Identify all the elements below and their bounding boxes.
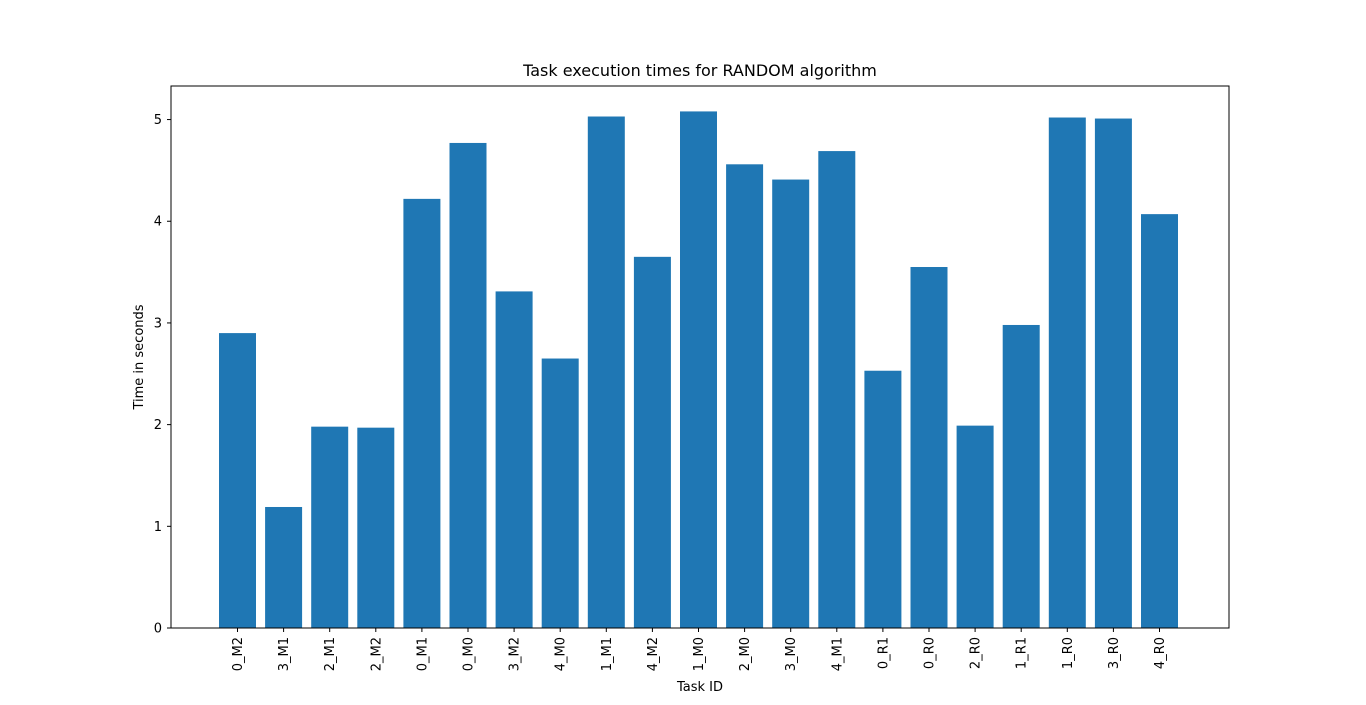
x-tick-label-1_R1: 1_R1 (1015, 637, 1030, 669)
x-tick-label-0_R0: 0_R0 (923, 637, 938, 669)
bar-0_R1 (864, 370, 902, 628)
x-tick-label-4_M2: 4_M2 (646, 637, 661, 671)
bar-1_M0 (680, 111, 717, 629)
x-tick-label-4_M0: 4_M0 (554, 637, 569, 671)
y-tick-label-5: 5 (154, 113, 162, 128)
x-tick-label-0_M2: 0_M2 (231, 637, 246, 671)
bar-3_M2 (495, 291, 533, 628)
x-axis: 0_M2 3_M1 2_M1 2_M2 0_M1 0_M0 3_M2 4_M0 1_M1 4_M2… (231, 628, 1168, 671)
bar-4_M2 (633, 256, 671, 628)
bar-2_M0 (726, 164, 764, 629)
x-tick-label-0_R1: 0_R1 (876, 637, 891, 669)
y-tick-label-2: 2 (154, 418, 162, 433)
bar-2_M1 (311, 426, 349, 628)
bar-3_M1 (265, 506, 303, 628)
x-tick-label-3_M1: 3_M1 (277, 637, 292, 671)
y-axis-label: Time in seconds (132, 304, 147, 410)
x-tick-label-2_M1: 2_M1 (323, 637, 338, 671)
y-tick-label-4: 4 (154, 215, 162, 230)
y-tick-label-1: 1 (154, 520, 162, 535)
x-tick-label-2_M0: 2_M0 (738, 637, 753, 671)
x-tick-label-3_M2: 3_M2 (508, 637, 523, 671)
bars-group (219, 111, 1178, 629)
bar-0_R0 (910, 267, 948, 628)
y-tick-label-0: 0 (154, 622, 162, 637)
bar-0_M0 (449, 142, 487, 628)
x-axis-label: Task ID (676, 680, 723, 695)
x-tick-label-2_R0: 2_R0 (969, 637, 984, 669)
x-tick-label-1_M1: 1_M1 (600, 637, 615, 671)
plot-frame (170, 85, 1230, 629)
bar-1_M1 (587, 116, 625, 628)
bar-4_M1 (818, 151, 856, 628)
y-tick-label-3: 3 (154, 316, 162, 331)
bar-2_M2 (357, 427, 395, 628)
chart-title: Task execution times for RANDOM algorith… (522, 61, 877, 80)
x-tick-label-4_R0: 4_R0 (1153, 637, 1168, 669)
y-axis: 0 1 2 3 4 5 (154, 113, 171, 637)
bar-3_R0 (1094, 118, 1132, 628)
bar-1_R0 (1048, 117, 1086, 629)
x-tick-label-2_M2: 2_M2 (369, 637, 384, 671)
bar-4_M0 (541, 358, 579, 628)
x-tick-label-3_M0: 3_M0 (784, 637, 799, 671)
bar-0_M1 (403, 198, 441, 628)
bar-0_M2 (219, 333, 256, 628)
bar-3_M0 (772, 179, 810, 629)
x-tick-label-4_M1: 4_M1 (830, 637, 845, 671)
bar-4_R0 (1141, 214, 1178, 628)
x-tick-label-0_M0: 0_M0 (462, 637, 477, 671)
x-tick-label-0_M1: 0_M1 (415, 637, 430, 671)
bar-1_R1 (1002, 324, 1040, 628)
bar-2_R0 (956, 425, 994, 628)
x-tick-label-1_M0: 1_M0 (692, 637, 707, 671)
x-tick-label-1_R0: 1_R0 (1061, 637, 1076, 669)
x-tick-label-3_R0: 3_R0 (1107, 637, 1122, 669)
